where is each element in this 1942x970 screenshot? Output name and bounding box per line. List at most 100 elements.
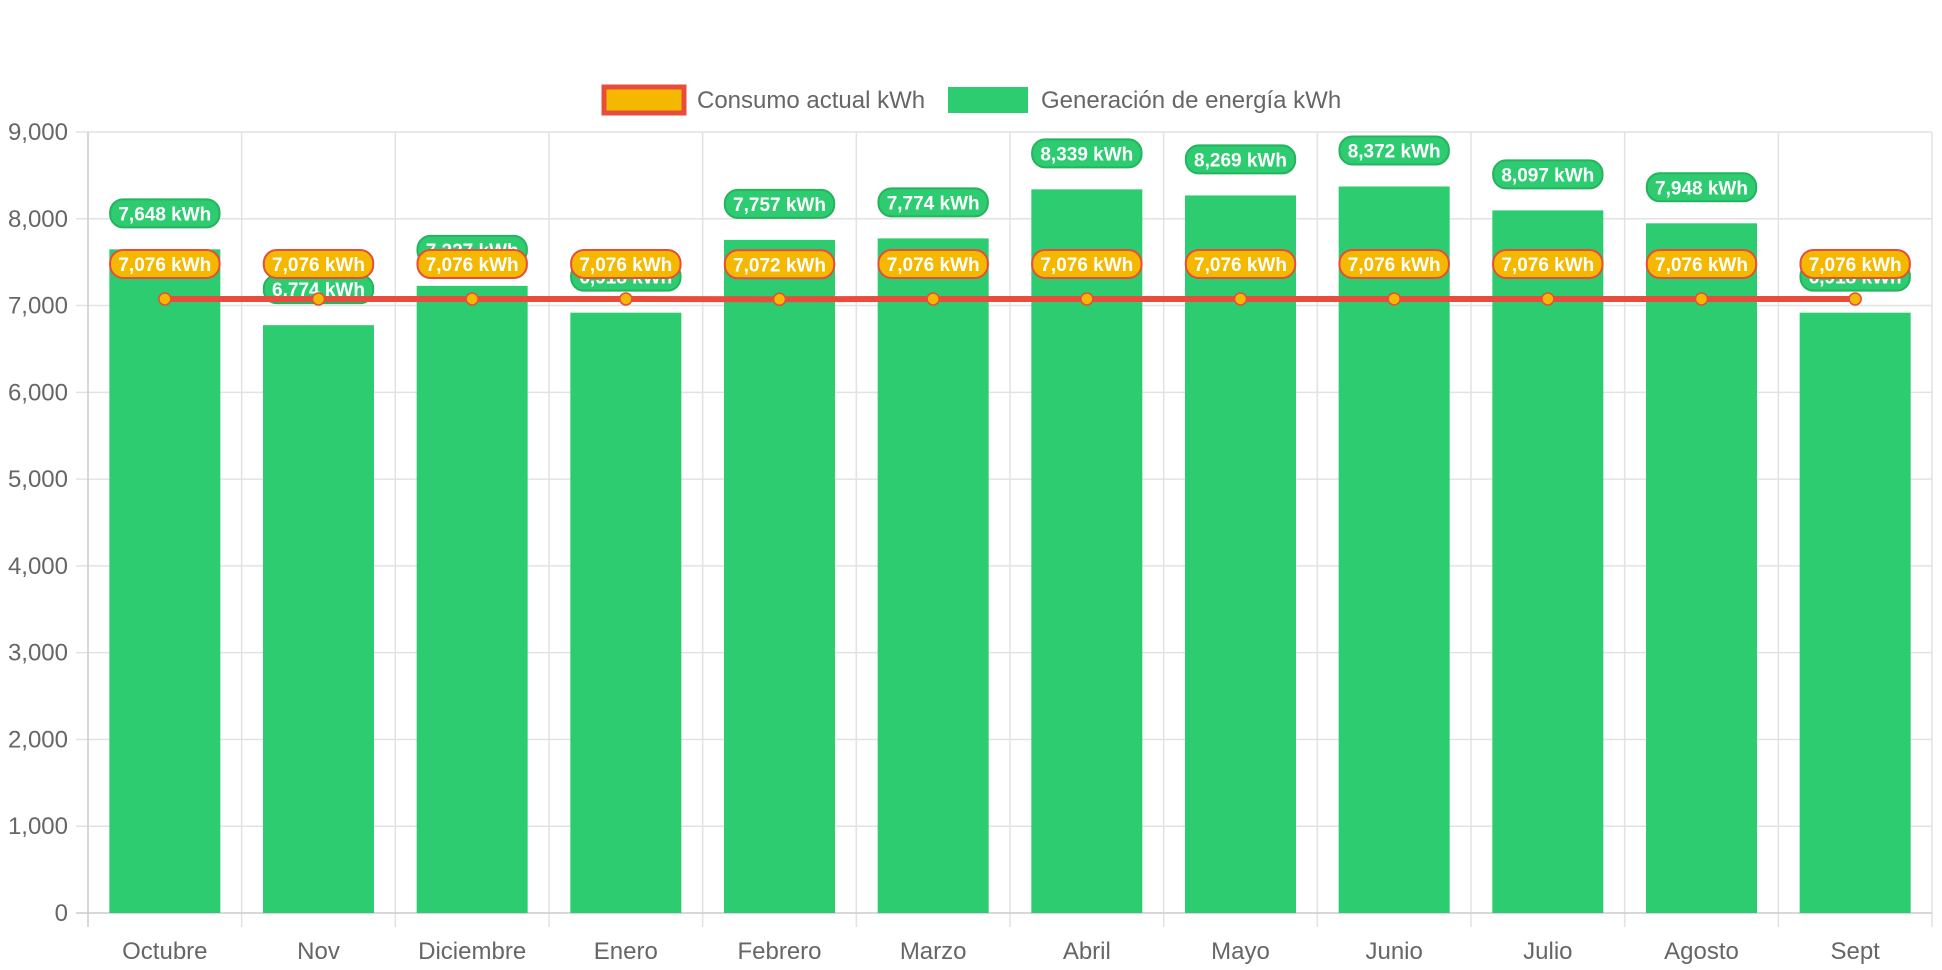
line-data-label: 7,072 kWh (723, 249, 836, 280)
bar (416, 285, 528, 913)
x-tick-label: Agosto (1664, 938, 1739, 965)
y-tick-label: 6,000 (8, 379, 68, 406)
line-data-label: 7,076 kWh (1799, 248, 1911, 279)
x-tick-label: Julio (1523, 938, 1572, 965)
bar-data-label: 8,269 kWh (1184, 144, 1297, 175)
line-data-label: 7,076 kWh (570, 248, 682, 279)
data-label-bg (109, 198, 221, 229)
line-point (465, 292, 479, 306)
data-label-text: 8,372 kWh (1348, 141, 1441, 162)
legend-swatch-consumo (601, 84, 687, 116)
y-tick-label: 8,000 (8, 206, 68, 233)
data-label-text: 7,757 kWh (733, 195, 826, 216)
x-tick-label: Enero (594, 938, 658, 965)
y-tick-label: 9,000 (8, 119, 68, 146)
data-label-bg (416, 248, 528, 279)
x-tick-label: Sept (1830, 938, 1880, 965)
bar (109, 249, 221, 914)
data-label-bg (1338, 248, 1450, 279)
data-label-bg (877, 187, 989, 218)
data-label-bg (723, 249, 836, 280)
data-label-text: 7,076 kWh (1194, 255, 1287, 276)
line-point (772, 292, 787, 307)
y-tick-label: 3,000 (8, 640, 68, 667)
data-label-text: 7,076 kWh (579, 255, 672, 276)
line-data-label: 7,076 kWh (1492, 248, 1604, 279)
line-point (158, 292, 172, 306)
data-label-bg (723, 188, 836, 219)
data-label-bg (1031, 138, 1143, 169)
legend-label-consumo: Consumo actual kWh (697, 87, 925, 114)
data-label-text: 7,948 kWh (1655, 178, 1748, 199)
y-tick-label: 2,000 (8, 726, 68, 753)
data-label-text: 7,076 kWh (1501, 255, 1594, 276)
data-label-text: 6,774 kWh (272, 280, 365, 301)
data-label-bg (570, 248, 682, 279)
data-label-bg (1645, 248, 1758, 279)
data-label-text: 8,339 kWh (1040, 144, 1133, 165)
bar (263, 325, 374, 913)
bar (1799, 312, 1911, 913)
data-label-text: 7,076 kWh (1809, 255, 1902, 276)
data-label-text: 7,076 kWh (272, 255, 365, 276)
data-label-bg (1492, 248, 1604, 279)
data-label-bg (1492, 159, 1604, 190)
bar (1646, 223, 1757, 913)
bars-generacion (109, 186, 1911, 914)
line-data-label: 7,076 kWh (416, 248, 528, 279)
data-label-text: 8,097 kWh (1501, 165, 1594, 186)
bar-data-label: 8,097 kWh (1492, 159, 1604, 190)
y-tick-label: 0 (55, 900, 68, 927)
line-point (1848, 292, 1862, 306)
line-data-label: 7,076 kWh (262, 248, 375, 279)
bar-data-label: 7,648 kWh (109, 198, 221, 229)
line-point (926, 292, 940, 306)
data-label-text: 7,774 kWh (887, 193, 980, 214)
legend-label-generacion: Generación de energía kWh (1041, 87, 1341, 114)
data-label-text: 7,076 kWh (887, 255, 980, 276)
bar-data-label: 8,372 kWh (1338, 135, 1450, 166)
x-tick-label: Abril (1063, 938, 1111, 965)
x-tick-label: Mayo (1211, 938, 1270, 965)
bar (1492, 210, 1604, 913)
line-data-label: 7,076 kWh (1645, 248, 1758, 279)
data-label-text: 7,076 kWh (1040, 255, 1133, 276)
bar-data-label: 7,774 kWh (877, 187, 989, 218)
data-label-bg (1031, 248, 1143, 279)
y-tick-label: 1,000 (8, 813, 68, 840)
x-tick-label: Diciembre (418, 938, 526, 965)
bar-data-label: 7,948 kWh (1645, 172, 1758, 203)
x-tick-label: Marzo (900, 938, 967, 965)
line-point (1694, 292, 1709, 306)
bar (724, 239, 835, 914)
data-label-text: 7,076 kWh (1348, 255, 1441, 276)
x-tick-label: Nov (297, 938, 340, 965)
data-label-bg (877, 248, 989, 279)
legend-swatch-generacion (948, 87, 1028, 113)
legend: Consumo actual kWh Generación de energía … (601, 84, 1341, 116)
y-tick-label: 4,000 (8, 553, 68, 580)
data-label-text: 7,072 kWh (733, 255, 826, 276)
line-point (311, 292, 326, 306)
bar (1031, 189, 1143, 913)
bar-data-label: 8,339 kWh (1031, 138, 1143, 169)
data-label-text: 7,076 kWh (118, 255, 211, 276)
line-point (619, 292, 633, 306)
line-point (1541, 292, 1555, 306)
data-label-text: 7,648 kWh (118, 204, 211, 225)
bar-data-label: 7,757 kWh (723, 188, 836, 219)
x-tick-label: Octubre (122, 938, 207, 965)
line-data-label: 7,076 kWh (1184, 248, 1297, 279)
bar (1338, 186, 1450, 913)
line-data-label: 7,076 kWh (1338, 248, 1450, 279)
line-data-label: 7,076 kWh (109, 248, 221, 279)
line-data-label: 7,076 kWh (1031, 248, 1143, 279)
bar (570, 312, 682, 913)
data-label-bg (109, 248, 221, 279)
data-label-bg (1799, 248, 1911, 279)
data-label-text: 7,076 kWh (426, 255, 519, 276)
data-label-bg (262, 248, 375, 279)
x-tick-label: Junio (1365, 938, 1422, 965)
line-point (1080, 292, 1094, 306)
